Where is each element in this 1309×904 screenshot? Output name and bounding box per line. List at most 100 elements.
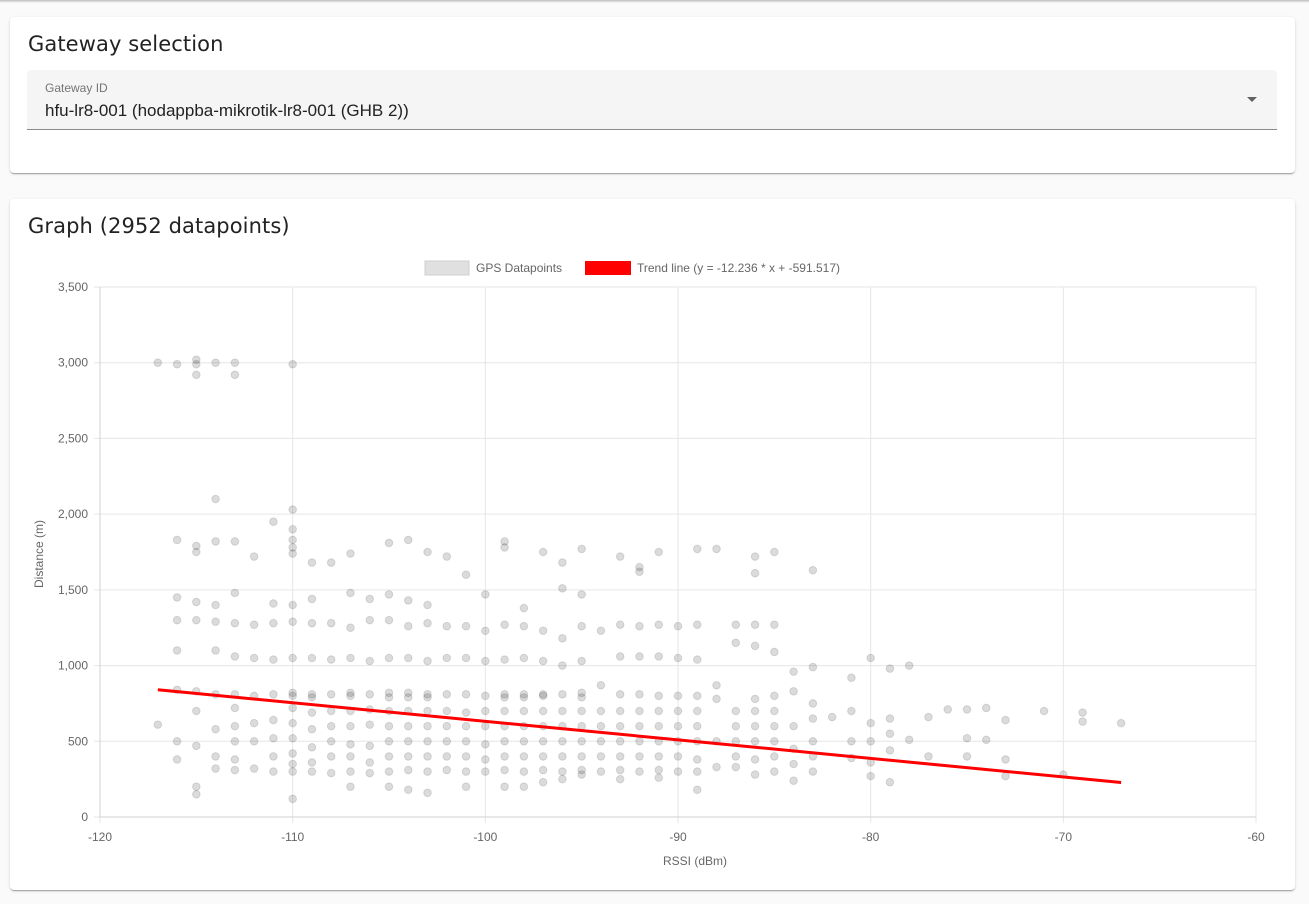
gps-datapoint <box>481 721 490 731</box>
gps-datapoint <box>538 736 548 746</box>
gps-datapoint <box>519 782 529 792</box>
gps-datapoint <box>538 706 548 716</box>
gps-datapoint <box>346 691 355 701</box>
gps-datapoint <box>866 653 875 663</box>
gps-datapoint <box>346 549 355 558</box>
gps-datapoint <box>230 537 240 546</box>
gps-datapoint <box>384 736 394 746</box>
gps-datapoint <box>596 626 606 636</box>
gps-datapoint <box>288 600 297 610</box>
gps-datapoint <box>288 794 297 804</box>
gps-datapoint <box>981 703 991 713</box>
gps-datapoint <box>346 623 355 633</box>
gps-datapoint <box>481 706 490 716</box>
gps-datapoint <box>750 736 760 746</box>
gps-datapoint <box>211 494 220 504</box>
gps-datapoint <box>847 706 856 716</box>
gps-datapoint <box>288 759 297 769</box>
gps-datapoint <box>577 688 586 698</box>
gps-datapoint <box>288 617 297 626</box>
gps-datapoint <box>365 741 375 751</box>
gps-datapoint <box>500 782 509 792</box>
gps-datapoint <box>384 693 394 702</box>
gps-datapoint <box>192 597 201 607</box>
gps-datapoint <box>558 634 567 643</box>
legend-swatch-gps-datapoints[interactable] <box>424 260 470 276</box>
gps-datapoint <box>500 655 509 664</box>
gps-datapoint <box>673 767 683 776</box>
gps-datapoint <box>172 736 182 746</box>
gps-datapoint <box>750 770 760 779</box>
scatter-chart[interactable]: -120 -110 -100 -90 -80 -70 -60 0 500 1,000 1,500 2,… <box>10 199 1295 890</box>
gps-datapoint <box>538 777 548 787</box>
gps-datapoint <box>346 588 355 598</box>
gps-datapoint <box>538 547 548 557</box>
gps-datapoint <box>384 653 394 663</box>
gps-datapoint <box>731 620 741 629</box>
gps-datapoint <box>326 752 336 761</box>
gps-datapoint <box>500 765 509 775</box>
graph-card: Graph (2952 datapoints) -120 -110 -100 -90 -… <box>10 199 1295 890</box>
gps-datapoint <box>635 736 644 746</box>
dropdown-arrow-icon[interactable] <box>1247 97 1257 102</box>
gps-datapoint <box>442 690 452 699</box>
gps-datapoint <box>750 641 760 651</box>
gps-datapoint <box>808 767 818 776</box>
gps-datapoint <box>307 594 317 604</box>
gps-datapoint <box>192 789 201 799</box>
gps-datapoint <box>230 652 240 661</box>
gps-datapoint <box>577 544 586 554</box>
gps-datapoint <box>326 690 336 699</box>
gps-datapoint <box>481 767 490 776</box>
gps-datapoint <box>866 771 875 781</box>
gps-datapoint <box>153 720 163 729</box>
legend-label-trend-line[interactable]: Trend line (y = -12.236 * x + -591.517) <box>637 261 840 275</box>
gps-datapoint <box>288 733 297 743</box>
y-tick-label: 3,000 <box>58 356 88 370</box>
gps-datapoint <box>346 782 355 792</box>
gps-datapoint <box>384 782 394 792</box>
gps-datapoint <box>827 712 837 722</box>
gps-datapoint <box>789 721 798 731</box>
gps-datapoint <box>1039 706 1049 716</box>
gps-datapoint <box>288 767 297 776</box>
gps-datapoint <box>172 535 182 545</box>
gps-datapoint <box>461 690 471 699</box>
gateway-selection-title: Gateway selection <box>28 32 224 56</box>
gps-datapoint <box>770 691 779 701</box>
top-app-bar-shadow <box>0 0 1309 3</box>
gps-datapoint <box>346 767 355 776</box>
gps-datapoint <box>770 706 779 716</box>
gateway-id-select[interactable]: Gateway ID hfu-lr8-001 (hodappba-mikroti… <box>27 70 1277 130</box>
gps-datapoint <box>712 680 721 690</box>
gps-datapoint <box>731 721 741 731</box>
gps-datapoint <box>211 537 220 546</box>
gps-datapoint <box>269 517 278 527</box>
gps-datapoint <box>230 588 240 598</box>
trend-line-series <box>157 688 1122 784</box>
gps-datapoint <box>635 621 644 631</box>
legend-label-gps-datapoints[interactable]: GPS Datapoints <box>476 261 562 275</box>
gps-datapoint <box>172 755 182 764</box>
gps-datapoint <box>192 541 201 551</box>
gps-datapoint <box>461 782 471 792</box>
legend-swatch-trend-line[interactable] <box>585 261 631 275</box>
y-tick-label: 2,000 <box>58 507 88 521</box>
y-tick-label: 0 <box>81 810 88 824</box>
gps-datapoint <box>962 733 972 743</box>
gps-datapoint <box>654 691 664 701</box>
gps-datapoint <box>519 621 529 631</box>
gps-datapoint <box>269 655 278 664</box>
gps-datapoint <box>615 620 625 629</box>
y-tick-label: 1,000 <box>58 659 88 673</box>
x-tick-label: -80 <box>862 830 880 844</box>
gps-datapoint <box>172 593 182 602</box>
gps-datapoint <box>538 656 548 666</box>
gps-datapoint <box>558 736 567 746</box>
y-tick-label: 3,500 <box>58 280 88 294</box>
gps-datapoint <box>423 600 432 610</box>
gps-datapoint <box>346 688 355 698</box>
gps-datapoint <box>423 656 432 666</box>
gps-datapoint <box>808 736 818 746</box>
gps-datapoint <box>211 600 220 610</box>
